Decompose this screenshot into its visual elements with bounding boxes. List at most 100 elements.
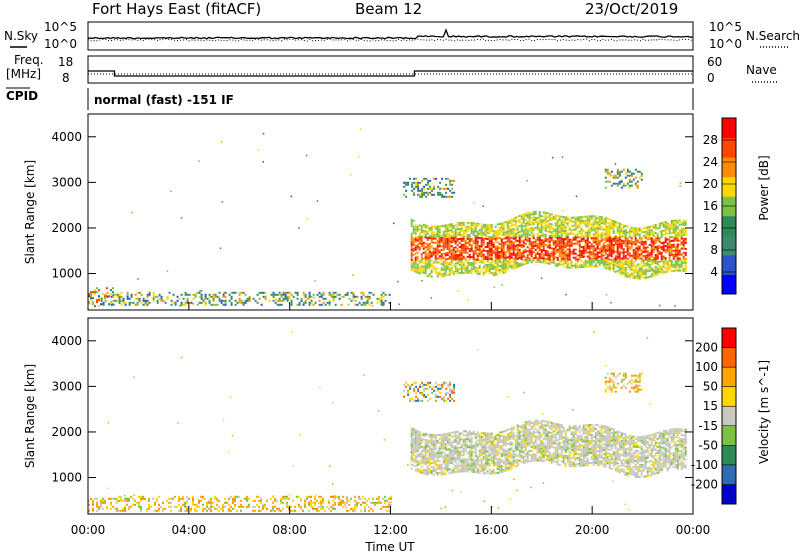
- velocity-echo-cell: [110, 503, 112, 506]
- nave-tick-low: 0: [707, 71, 715, 85]
- velocity-echo-cell: [446, 456, 449, 459]
- velocity-echo-cell: [516, 446, 519, 449]
- power-echo-cell: [274, 293, 277, 296]
- power-echo-cell: [526, 224, 529, 227]
- power-echo-cell: [618, 250, 621, 253]
- power-echo-cell: [558, 251, 561, 254]
- power-echo-cell: [538, 237, 541, 239]
- power-echo-cell: [458, 262, 461, 264]
- power-echo-cell: [628, 268, 631, 271]
- power-echo-cell: [634, 233, 637, 236]
- power-echo-cell: [620, 231, 623, 234]
- velocity-echo-cell: [470, 452, 473, 455]
- velocity-echo-cell: [454, 447, 457, 450]
- velocity-echo-cell: [448, 460, 451, 463]
- velocity-echo-cell: [546, 450, 549, 453]
- velocity-echo-cell: [446, 470, 449, 473]
- velocity-echo-cell: [100, 499, 102, 502]
- velocity-echo-cell: [480, 436, 483, 438]
- power-echo-cell: [572, 264, 575, 267]
- velocity-echo-cell: [426, 467, 429, 470]
- velocity-echo-cell: [318, 495, 320, 498]
- velocity-echo-cell: [504, 467, 507, 470]
- power-echo-cell: [506, 234, 509, 237]
- velocity-echo-cell: [516, 454, 519, 457]
- power-echo-cell: [538, 221, 541, 223]
- velocity-echo-cell: [482, 464, 485, 467]
- power-echo-cell: [646, 258, 649, 261]
- power-echo-cell: [572, 250, 575, 253]
- power-echo-cell: [580, 232, 583, 235]
- velocity-echo-cell: [470, 440, 473, 443]
- power-echo-cell: [590, 237, 593, 240]
- power-echo-cell: [646, 262, 649, 265]
- power-echo-cell: [674, 233, 677, 236]
- velocity-echo-cell: [440, 465, 443, 468]
- power-echo-cell: [544, 213, 547, 216]
- velocity-echo-cell: [510, 441, 513, 444]
- power-echo-cell: [546, 256, 549, 259]
- velocity-echo-cell: [516, 462, 519, 465]
- power-echo-cell: [648, 235, 651, 238]
- power-echo-cell: [94, 289, 96, 292]
- power-echo-cell: [682, 223, 685, 226]
- velocity-echo-cell: [416, 462, 419, 465]
- power-echo-cell: [624, 273, 627, 276]
- velocity-echo-cell: [522, 436, 525, 438]
- power-echo-cell: [100, 303, 102, 306]
- power-noise-point: [131, 211, 133, 214]
- power-echo-cell: [138, 299, 141, 302]
- power-echo-cell: [624, 251, 627, 254]
- velocity-echo-cell: [262, 503, 264, 506]
- power-echo-cell: [608, 230, 611, 233]
- velocity-echo-cell: [474, 461, 477, 464]
- velocity-echo-cell: [480, 442, 483, 444]
- power-echo-cell: [622, 272, 625, 275]
- power-echo-cell: [496, 261, 499, 264]
- power-echo-cell: [460, 225, 463, 228]
- power-colorbar-swatch: [722, 157, 736, 178]
- velocity-echo-cell: [362, 495, 364, 498]
- power-echo-cell: [454, 236, 457, 239]
- power-echo-cell: [556, 250, 559, 253]
- velocity-echo-cell: [500, 431, 503, 434]
- power-echo-cell: [410, 236, 413, 239]
- power-echo-cell: [656, 249, 659, 252]
- velocity-echo-cell: [308, 503, 310, 506]
- velocity-echo-cell: [198, 505, 200, 508]
- power-echo-cell: [590, 247, 593, 250]
- velocity-echo-cell: [410, 431, 413, 434]
- power-echo-cell: [562, 254, 565, 257]
- power-echo-cell: [636, 186, 639, 189]
- power-echo-cell: [540, 235, 543, 238]
- power-echo-cell: [554, 216, 557, 219]
- power-echo-cell: [578, 224, 581, 227]
- power-echo-cell: [488, 264, 491, 267]
- power-echo-cell: [180, 303, 183, 306]
- velocity-echo-cell: [474, 441, 477, 444]
- power-echo-cell: [540, 251, 543, 254]
- power-echo-cell: [636, 251, 639, 254]
- velocity-echo-cell: [540, 455, 543, 458]
- power-echo-cell: [328, 299, 331, 302]
- power-echo-cell: [468, 261, 471, 264]
- power-echo-cell: [654, 246, 657, 248]
- power-echo-cell: [510, 260, 513, 263]
- power-echo-cell: [650, 255, 653, 258]
- velocity-echo-cell: [498, 441, 501, 444]
- power-echo-cell: [638, 267, 641, 270]
- power-echo-cell: [684, 241, 687, 244]
- velocity-echo-cell: [360, 503, 362, 506]
- power-echo-cell: [620, 257, 623, 260]
- power-echo-cell: [674, 247, 677, 250]
- velocity-echo-cell: [456, 434, 459, 437]
- power-echo-cell: [658, 270, 661, 273]
- power-echo-cell: [454, 230, 457, 233]
- power-echo-cell: [574, 252, 577, 255]
- power-echo-cell: [578, 230, 581, 233]
- power-echo-cell: [424, 268, 427, 271]
- power-echo-cell: [538, 213, 541, 215]
- power-echo-cell: [462, 271, 465, 274]
- power-echo-cell: [648, 269, 651, 272]
- power-echo-cell: [508, 249, 511, 252]
